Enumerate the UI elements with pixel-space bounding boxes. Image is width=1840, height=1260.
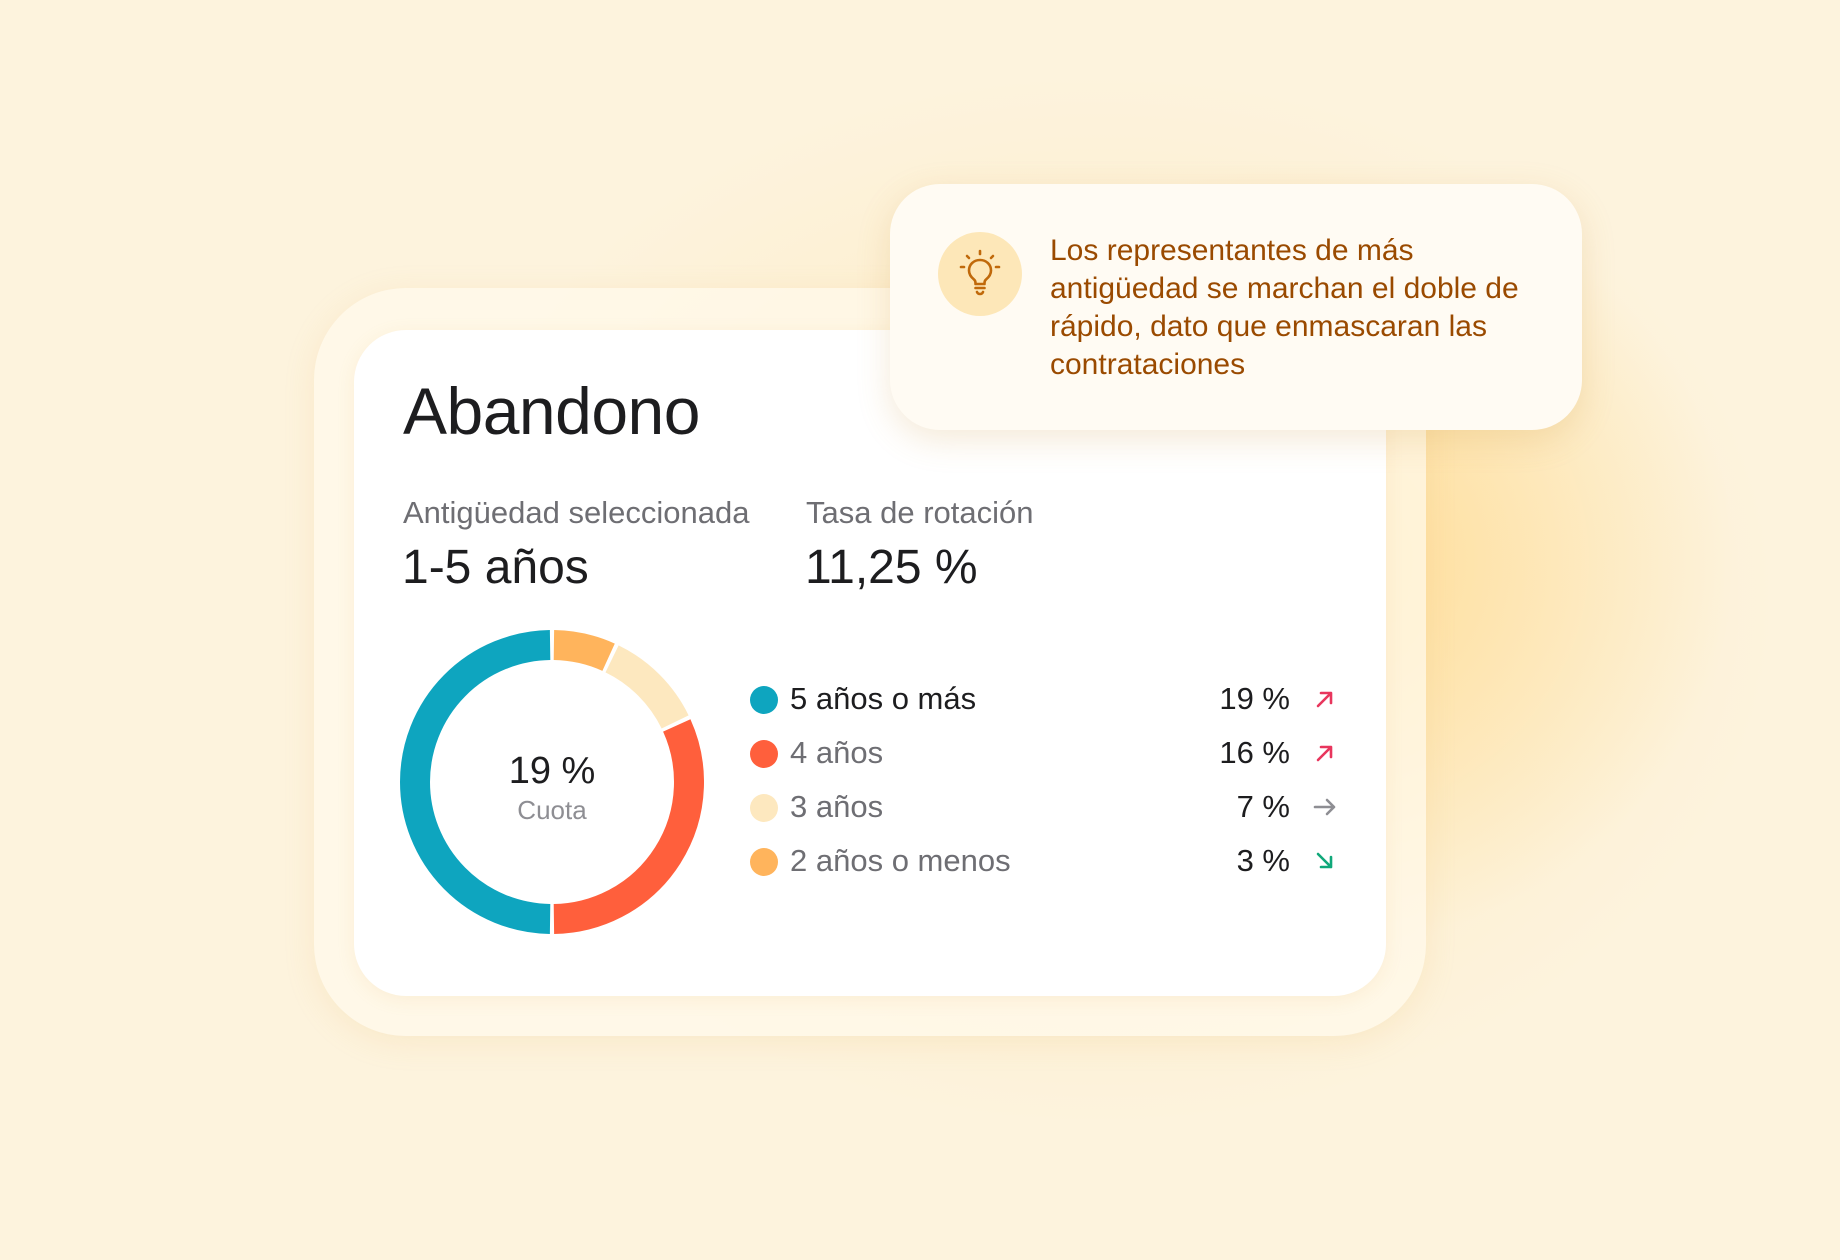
legend-label: 3 años — [790, 789, 884, 824]
legend-label: 4 años — [790, 735, 884, 770]
stat-label-seniority: Antigüedad seleccionada — [403, 495, 750, 530]
legend-row-3[interactable]: 3 años 7 % — [750, 788, 1340, 828]
up-right-arrow-icon — [1316, 745, 1333, 762]
abandono-card — [354, 330, 1386, 996]
right-arrow-icon — [1313, 798, 1336, 816]
stat-value-turnover: 11,25 % — [805, 541, 978, 594]
legend-dot — [750, 794, 778, 822]
legend-value: 16 % — [1219, 735, 1290, 770]
legend-row-2-less[interactable]: 2 años o menos 3 % — [750, 842, 1340, 882]
insight-text: Los representantes de más antigüedad se … — [1050, 234, 1519, 381]
stat-label-turnover: Tasa de rotación — [806, 495, 1034, 530]
legend-dot — [750, 686, 778, 714]
donut-center-label: Cuota — [517, 795, 587, 825]
donut-segment-4-años[interactable] — [553, 719, 704, 934]
lightbulb-icon — [959, 249, 1001, 296]
legend-label: 2 años o menos — [790, 843, 1011, 878]
donut-center-value: 19 % — [508, 750, 596, 792]
stat-value-seniority[interactable]: 1-5 años — [402, 541, 589, 594]
donut-segment-2-años-o-menos[interactable] — [553, 630, 615, 672]
legend-dot — [750, 740, 778, 768]
legend-value: 19 % — [1219, 681, 1290, 716]
donut-chart — [400, 630, 704, 934]
legend-value: 7 % — [1236, 789, 1290, 824]
card-title: Abandono — [403, 374, 700, 448]
legend-row-4[interactable]: 4 años 16 % — [750, 734, 1340, 774]
legend-dot — [750, 848, 778, 876]
donut-segment-5-años-o-más[interactable] — [400, 630, 551, 934]
legend-row-5-plus[interactable]: 5 años o más 19 % — [750, 680, 1340, 720]
legend-label: 5 años o más — [790, 681, 977, 716]
lightbulb-badge — [938, 232, 1022, 316]
donut-segment-3-años[interactable] — [605, 645, 689, 729]
legend-value: 3 % — [1236, 843, 1290, 878]
up-right-arrow-icon — [1316, 691, 1333, 708]
down-right-arrow-icon — [1316, 852, 1333, 869]
